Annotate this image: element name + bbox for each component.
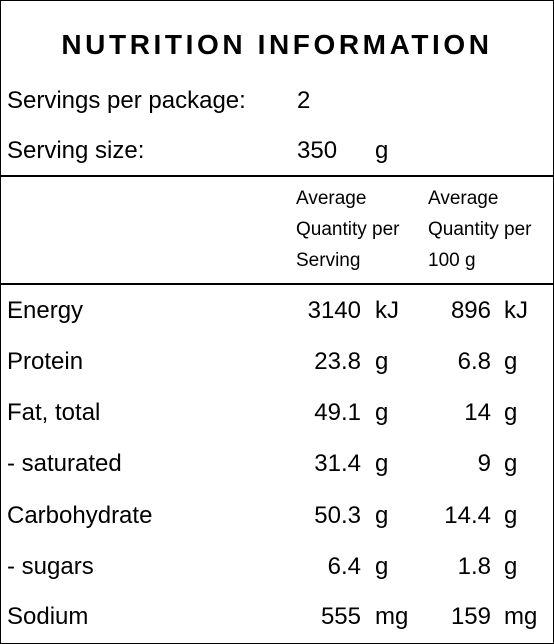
table-row: Energy 3140 kJ 896 kJ bbox=[1, 286, 553, 337]
nutrient-label: Fat, total bbox=[7, 399, 101, 426]
header-per-serving-line: Average bbox=[296, 188, 367, 209]
header-per-serving-line: Serving bbox=[296, 250, 361, 271]
per-100g-value: 14.4 bbox=[444, 502, 491, 529]
servings-value: 2 bbox=[297, 87, 311, 114]
per-serving-value: 6.4 bbox=[327, 553, 361, 580]
divider-top bbox=[1, 175, 553, 177]
per-100g-unit: g bbox=[504, 348, 518, 375]
per-serving-value: 3140 bbox=[307, 297, 361, 324]
nutrient-label: Protein bbox=[7, 348, 84, 375]
per-serving-unit: mg bbox=[375, 603, 409, 630]
serving-size: Serving size: 350 g bbox=[7, 136, 388, 166]
table-row: Protein 23.8 g 6.8 g bbox=[1, 337, 553, 388]
header-per-100g-line: Average bbox=[428, 188, 499, 209]
per-serving-unit: g bbox=[375, 399, 389, 426]
per-serving-unit: kJ bbox=[375, 297, 399, 324]
per-100g-unit: g bbox=[504, 450, 518, 477]
per-100g-unit: g bbox=[504, 553, 518, 580]
nutrient-label: Carbohydrate bbox=[7, 502, 153, 529]
per-100g-value: 14 bbox=[464, 399, 491, 426]
table-row: Sodium 555 mg 159 mg bbox=[1, 592, 553, 643]
table-row: - sugars 6.4 g 1.8 g bbox=[1, 542, 553, 593]
servings-label: Servings per package: bbox=[7, 87, 246, 114]
per-100g-value: 896 bbox=[450, 297, 491, 324]
table-row: - saturated 31.4 g 9 g bbox=[1, 439, 553, 490]
per-serving-value: 49.1 bbox=[314, 399, 361, 426]
serving-size-value: 350 bbox=[297, 137, 338, 164]
per-serving-value: 31.4 bbox=[314, 450, 361, 477]
per-100g-value: 159 bbox=[450, 603, 491, 630]
per-100g-unit: g bbox=[504, 502, 518, 529]
serving-size-unit: g bbox=[375, 137, 389, 164]
header-per-serving: Average Quantity per Serving bbox=[296, 183, 400, 276]
per-100g-value: 6.8 bbox=[457, 348, 491, 375]
per-serving-unit: g bbox=[375, 502, 389, 529]
per-serving-value: 23.8 bbox=[314, 348, 361, 375]
per-100g-unit: kJ bbox=[504, 297, 528, 324]
panel-title: NUTRITION INFORMATION bbox=[61, 29, 493, 60]
per-serving-unit: g bbox=[375, 348, 389, 375]
per-100g-value: 9 bbox=[477, 450, 491, 477]
per-100g-value: 1.8 bbox=[457, 553, 491, 580]
per-serving-value: 50.3 bbox=[314, 502, 361, 529]
servings-per-package: Servings per package: 2 bbox=[7, 86, 310, 116]
table-row: Fat, total 49.1 g 14 g bbox=[1, 388, 553, 439]
serving-size-label: Serving size: bbox=[7, 137, 145, 164]
per-100g-unit: mg bbox=[504, 603, 538, 630]
per-serving-value: 555 bbox=[320, 603, 361, 630]
nutrient-label: - saturated bbox=[7, 450, 122, 477]
nutrient-label: Sodium bbox=[7, 603, 89, 630]
header-per-100g-line: Quantity per bbox=[428, 219, 532, 240]
header-per-100g-line: 100 g bbox=[428, 250, 476, 271]
divider-header bbox=[1, 283, 553, 285]
header-per-100g: Average Quantity per 100 g bbox=[428, 183, 532, 276]
table-row: Carbohydrate 50.3 g 14.4 g bbox=[1, 491, 553, 542]
header-per-serving-line: Quantity per bbox=[296, 219, 400, 240]
per-100g-unit: g bbox=[504, 399, 518, 426]
per-serving-unit: g bbox=[375, 553, 389, 580]
nutrient-label: - sugars bbox=[7, 553, 94, 580]
per-serving-unit: g bbox=[375, 450, 389, 477]
nutrient-label: Energy bbox=[7, 297, 84, 324]
